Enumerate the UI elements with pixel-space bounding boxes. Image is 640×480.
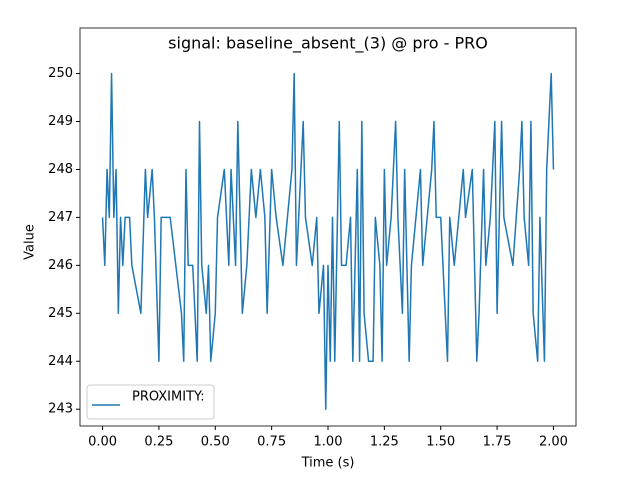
y-axis-label: Value [23, 224, 38, 260]
y-tick-label: 249 [48, 114, 73, 129]
y-tick-label: 243 [48, 402, 73, 417]
y-tick-label: 246 [48, 258, 73, 273]
chart-title: signal: baseline_absent_(3) @ pro - PRO [168, 34, 488, 54]
plot-frame [79, 27, 577, 427]
x-tick-label: 2.00 [539, 435, 568, 450]
x-tick-label: 1.00 [314, 435, 343, 450]
x-tick-label: 0.25 [144, 435, 173, 450]
x-tick-label: 1.25 [370, 435, 399, 450]
y-tick-label: 250 [48, 66, 73, 81]
y-tick-label: 245 [48, 306, 73, 321]
x-tick-label: 0.00 [88, 435, 117, 450]
legend-label: PROXIMITY: [132, 390, 205, 405]
y-tick-label: 248 [48, 162, 73, 177]
legend-box [86, 384, 215, 420]
x-tick-label: 1.50 [426, 435, 455, 450]
series-line [101, 72, 555, 410]
y-tick-label: 244 [48, 354, 73, 369]
x-tick-label: 0.50 [201, 435, 230, 450]
x-tick-label: 1.75 [483, 435, 512, 450]
x-axis-label: Time (s) [301, 456, 355, 471]
y-tick-label: 247 [48, 210, 73, 225]
x-tick-label: 0.75 [257, 435, 286, 450]
